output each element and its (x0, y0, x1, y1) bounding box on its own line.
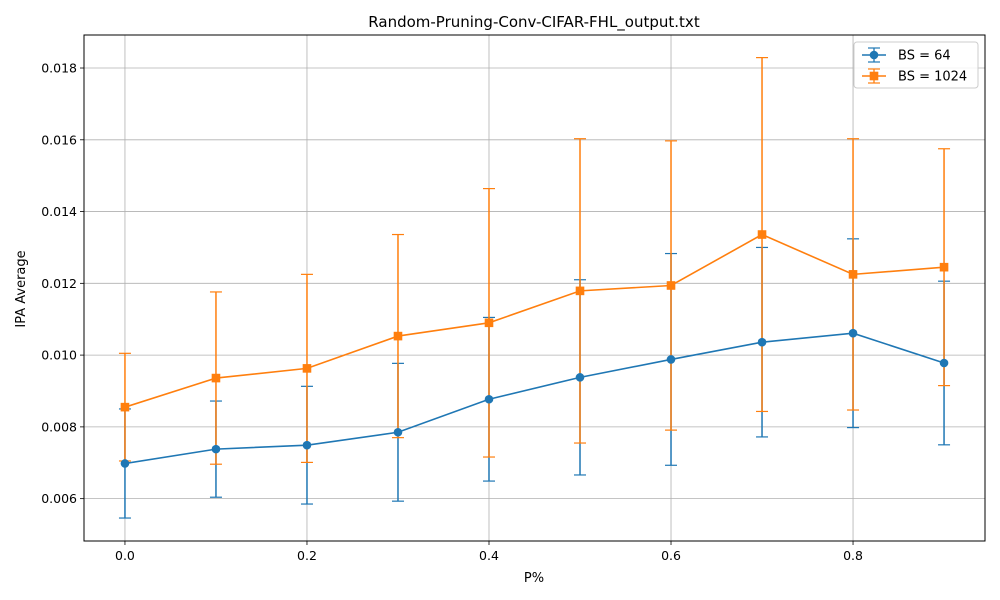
x-axis-title: P% (524, 571, 544, 586)
series-1-point (302, 440, 312, 450)
series-1-point (848, 328, 858, 338)
series-1-point (575, 373, 585, 382)
chart-title: Random-Pruning-Conv-CIFAR-FHL_output.txt (368, 13, 700, 32)
x-tick-label: 0.0 (115, 548, 135, 563)
series-1-point (393, 427, 403, 437)
series-1-point (211, 444, 221, 454)
y-tick-label: 0.014 (41, 204, 77, 219)
series-2-point (575, 286, 585, 296)
x-tick-label: 0.6 (661, 548, 681, 563)
y-tick-label: 0.006 (41, 491, 77, 506)
series-1-point (484, 394, 494, 404)
series-1-line (124, 332, 945, 465)
y-tick-label: 0.016 (41, 132, 77, 147)
series-2-line (124, 233, 945, 408)
series-2-point (666, 281, 676, 290)
legend: BS = 64 BS = 1024 (853, 41, 979, 89)
y-tick-label: 0.018 (41, 61, 77, 76)
series-1-point (757, 337, 767, 347)
y-tick-label: 0.012 (41, 276, 77, 291)
legend-entry-2-marker (869, 71, 879, 81)
series-1-point (120, 459, 130, 468)
series-2-point (757, 230, 767, 239)
y-tick-label: 0.010 (41, 348, 77, 363)
legend-entry-1-label: BS = 64 (898, 49, 951, 64)
legend-entry-2-label: BS = 1024 (898, 70, 967, 85)
x-tick-label: 0.2 (297, 548, 317, 563)
plot-area-frame (83, 34, 986, 542)
x-tick-label: 0.4 (479, 548, 499, 563)
series-2-point (848, 270, 858, 279)
series-lines (124, 233, 945, 465)
y-axis-title: IPA Average (14, 250, 29, 327)
series-2-point (393, 331, 403, 341)
axis-ticks: 0.0 0.2 0.4 0.6 0.8 0.006 0.008 0.010 0.012 0.014… (41, 61, 863, 563)
series-2-point (302, 364, 312, 373)
y-tick-label: 0.008 (41, 419, 77, 434)
series-2-point (211, 373, 221, 383)
legend-entry-1-marker (869, 50, 879, 60)
series-1-point (666, 355, 676, 364)
series-markers (120, 230, 949, 468)
series-2-point (939, 262, 949, 272)
x-tick-label: 0.8 (843, 548, 863, 563)
series-2-point (120, 402, 130, 412)
series-2-point (484, 318, 494, 328)
series-1-point (939, 358, 949, 368)
